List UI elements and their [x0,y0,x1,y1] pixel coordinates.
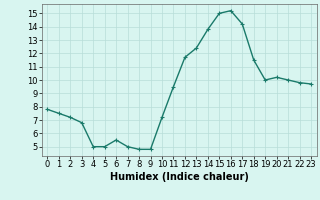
X-axis label: Humidex (Indice chaleur): Humidex (Indice chaleur) [110,172,249,182]
